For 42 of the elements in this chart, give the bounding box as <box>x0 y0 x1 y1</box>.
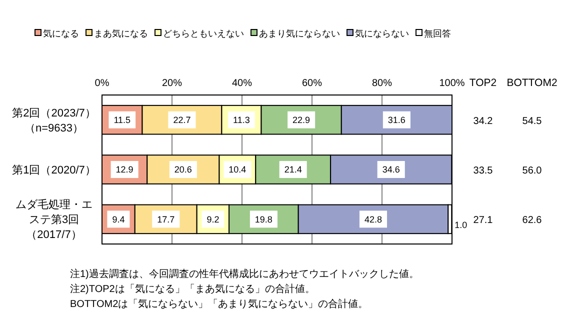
legend-label: どちらともいえない <box>163 28 244 38</box>
data-label: 12.9 <box>116 164 134 175</box>
y-tick-label: ムダ毛処理・エステ第3回（2017/7） <box>16 198 92 242</box>
x-tick-label: 80% <box>372 78 392 89</box>
legend-label: あまり気にならない <box>259 28 340 38</box>
y-tick-label: 第2回（2023/7）（n=9633） <box>12 107 96 134</box>
x-tick-label: 60% <box>302 78 322 89</box>
text: TOP2 <box>469 77 497 89</box>
data-label: 22.9 <box>292 115 310 126</box>
data-label: 9.4 <box>112 214 125 224</box>
text: 34.2 <box>473 116 494 127</box>
x-tick-label: 40% <box>232 78 252 89</box>
data-label: 31.6 <box>388 115 406 126</box>
text: 33.5 <box>473 166 494 176</box>
data-label: 1.0 <box>454 220 468 230</box>
text: 注1)過去調査は、今回調査の性年代構成比にあわせてウエイトバックした値。 <box>70 268 419 280</box>
data-label: 17.7 <box>157 214 175 224</box>
text: 56.0 <box>522 166 542 176</box>
x-tick-label: 20% <box>162 78 182 89</box>
text: 注2)TOP2は「気になる」「まあ気になる」の合計値。 <box>70 283 315 295</box>
text: 27.1 <box>473 215 494 226</box>
text: 62.6 <box>522 215 542 226</box>
y-tick-label: 第1回（2020/7） <box>12 164 96 176</box>
data-label: 19.8 <box>254 214 272 224</box>
data-label: 20.6 <box>174 164 192 175</box>
x-tick-label: 0% <box>94 78 110 89</box>
data-label: 22.7 <box>173 115 191 126</box>
text: 54.5 <box>522 116 542 127</box>
data-label: 11.3 <box>233 115 250 126</box>
data-label: 11.5 <box>114 115 131 126</box>
data-label: 42.8 <box>364 214 382 224</box>
data-label: 9.2 <box>206 214 220 224</box>
legend-label: 気にならない <box>355 28 409 38</box>
text: BOTTOM2 <box>506 77 558 89</box>
x-tick-label: 100% <box>439 78 465 89</box>
legend-label: 気になる <box>43 28 79 38</box>
legend-label: 無回答 <box>424 28 451 38</box>
text: BOTTOM2は「気にならない」「あまり気にならない」の合計値。 <box>70 298 368 310</box>
legend-label: まあ気になる <box>94 28 148 38</box>
data-label: 34.6 <box>382 164 400 175</box>
data-label: 21.4 <box>284 164 302 175</box>
data-label: 10.4 <box>228 164 246 175</box>
